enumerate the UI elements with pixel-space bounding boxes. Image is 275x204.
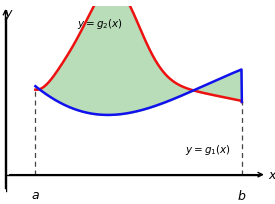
Text: $a$: $a$: [31, 189, 40, 202]
Text: $y = g_{1}(x)$: $y = g_{1}(x)$: [185, 143, 230, 157]
Text: $b$: $b$: [237, 189, 247, 203]
Text: $y = g_{2}(x)$: $y = g_{2}(x)$: [77, 17, 123, 31]
Text: $x$: $x$: [268, 169, 275, 182]
Text: $y$: $y$: [4, 8, 14, 22]
